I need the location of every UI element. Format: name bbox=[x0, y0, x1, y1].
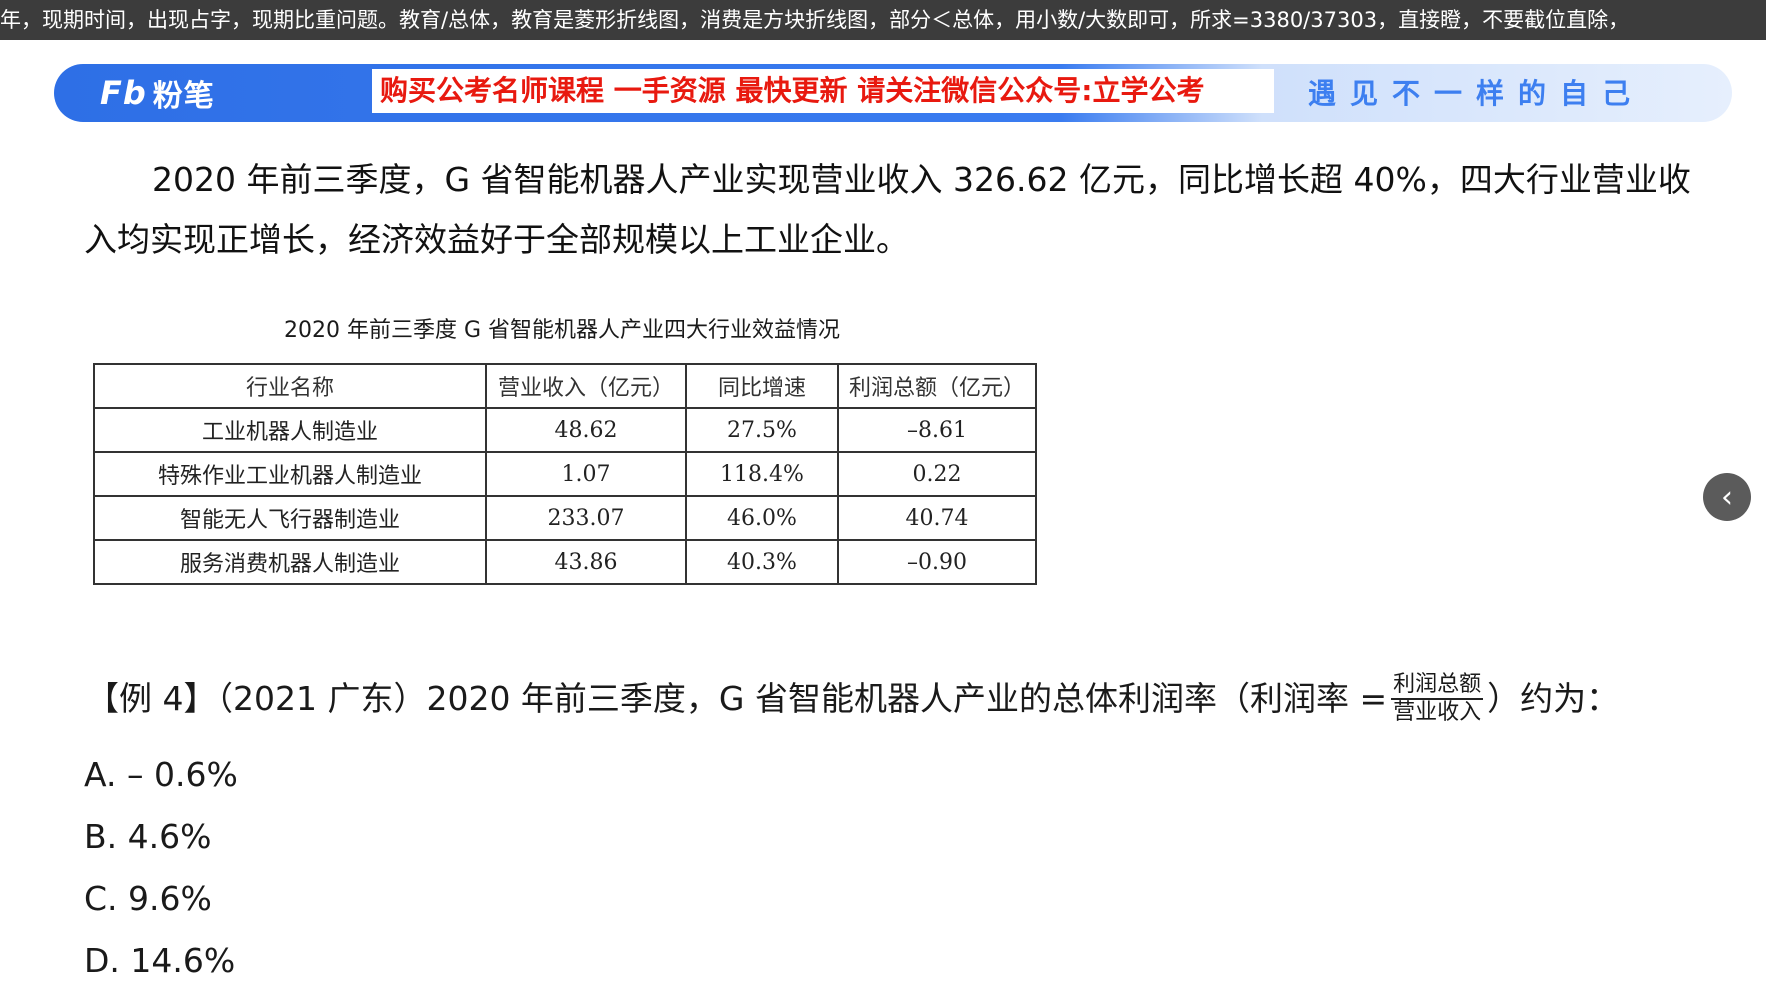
material-passage: 2020 年前三季度，G 省智能机器人产业实现营业收入 326.62 亿元，同比… bbox=[84, 160, 1691, 259]
table-header-row: 行业名称 营业收入（亿元） 同比增速 利润总额（亿元） bbox=[93, 363, 1037, 409]
cell-revenue: 233.07 bbox=[485, 495, 687, 541]
table-row: 特殊作业工业机器人制造业 1.07 118.4% 0.22 bbox=[93, 451, 1037, 497]
comment-ticker: 年，现期时间，出现占字，现期比重问题。教育/总体，教育是菱形折线图，消费是方块折… bbox=[0, 0, 1766, 40]
question-stem: 【例 4】（2021 广东）2020 年前三季度，G 省智能机器人产业的总体利润… bbox=[86, 672, 1619, 726]
cell-growth: 118.4% bbox=[685, 451, 839, 497]
cell-industry: 工业机器人制造业 bbox=[93, 407, 487, 453]
slogan-text: 遇见不一样的自己 bbox=[1308, 77, 1645, 110]
cell-industry: 服务消费机器人制造业 bbox=[93, 539, 487, 585]
ticker-text: 年，现期时间，出现占字，现期比重问题。教育/总体，教育是菱形折线图，消费是方块折… bbox=[0, 8, 1630, 32]
option-b[interactable]: B. 4.6% bbox=[84, 817, 212, 856]
option-a[interactable]: A. – 0.6% bbox=[84, 755, 238, 794]
cell-revenue: 1.07 bbox=[485, 451, 687, 497]
logo-text: 粉笔 bbox=[152, 79, 215, 114]
chevron-left-icon: ‹ bbox=[1721, 479, 1733, 515]
cell-profit: 40.74 bbox=[837, 495, 1037, 541]
option-c[interactable]: C. 9.6% bbox=[84, 879, 212, 918]
fenbi-logo: Fb 粉笔 bbox=[100, 72, 215, 114]
header-growth: 同比增速 bbox=[685, 363, 839, 409]
header-industry: 行业名称 bbox=[93, 363, 487, 409]
table-caption: 2020 年前三季度 G 省智能机器人产业四大行业效益情况 bbox=[283, 318, 841, 343]
option-d[interactable]: D. 14.6% bbox=[84, 941, 236, 980]
cell-growth: 27.5% bbox=[685, 407, 839, 453]
question-suffix: ）约为： bbox=[1487, 679, 1620, 718]
promo-text: 购买公考名师课程 一手资源 最快更新 请关注微信公众号:立学公考 bbox=[372, 69, 1274, 113]
cell-profit: –0.90 bbox=[837, 539, 1037, 585]
industry-table: 行业名称 营业收入（亿元） 同比增速 利润总额（亿元） 工业机器人制造业 48.… bbox=[93, 363, 1037, 585]
question-prefix: 【例 4】（2021 广东）2020 年前三季度，G 省智能机器人产业的总体利润… bbox=[86, 679, 1388, 718]
table-row: 工业机器人制造业 48.62 27.5% –8.61 bbox=[93, 407, 1037, 453]
cell-profit: –8.61 bbox=[837, 407, 1037, 453]
cell-revenue: 43.86 bbox=[485, 539, 687, 585]
fraction-numerator: 利润总额 bbox=[1391, 672, 1484, 700]
back-button[interactable]: ‹ bbox=[1703, 473, 1751, 521]
header-revenue: 营业收入（亿元） bbox=[485, 363, 687, 409]
cell-industry: 特殊作业工业机器人制造业 bbox=[93, 451, 487, 497]
brand-banner: Fb 粉笔 购买公考名师课程 一手资源 最快更新 请关注微信公众号:立学公考 遇… bbox=[54, 64, 1732, 122]
cell-growth: 46.0% bbox=[685, 495, 839, 541]
cell-profit: 0.22 bbox=[837, 451, 1037, 497]
cell-revenue: 48.62 bbox=[485, 407, 687, 453]
fraction-denominator: 营业收入 bbox=[1393, 700, 1482, 725]
table-row: 智能无人飞行器制造业 233.07 46.0% 40.74 bbox=[93, 495, 1037, 541]
answer-options: A. – 0.6% B. 4.6% C. 9.6% D. 14.6% bbox=[84, 744, 238, 992]
profit-rate-fraction: 利润总额 营业收入 bbox=[1391, 672, 1484, 726]
cell-industry: 智能无人飞行器制造业 bbox=[93, 495, 487, 541]
cell-growth: 40.3% bbox=[685, 539, 839, 585]
table-row: 服务消费机器人制造业 43.86 40.3% –0.90 bbox=[93, 539, 1037, 585]
logo-mark: Fb bbox=[100, 74, 147, 112]
header-profit: 利润总额（亿元） bbox=[837, 363, 1037, 409]
